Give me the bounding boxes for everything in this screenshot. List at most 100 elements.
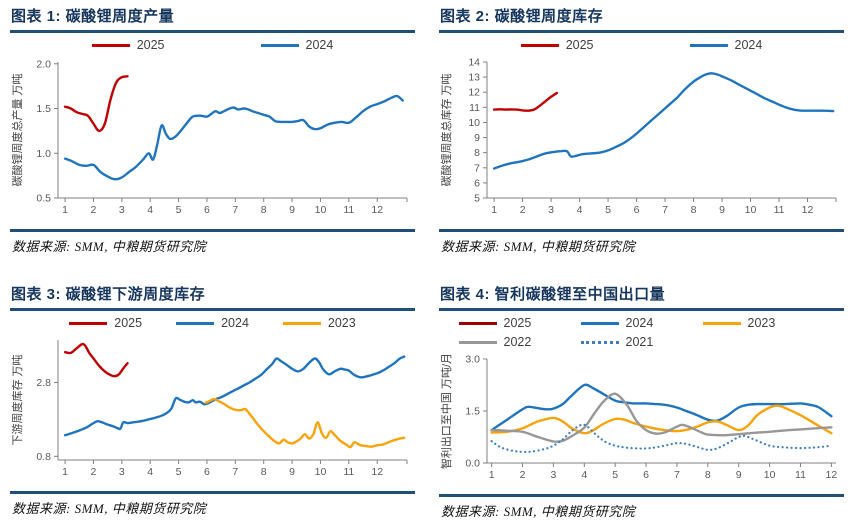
x-tick-label: 5 — [605, 204, 611, 216]
legend-swatch-2023 — [282, 321, 321, 325]
x-tick-label: 6 — [204, 204, 210, 216]
series-line-2024 — [63, 94, 404, 181]
y-tick-label: 1.5 — [465, 406, 480, 418]
chart-title: 图表 2: 碳酸锂周度库存 — [439, 6, 844, 33]
x-tick-label: 7 — [662, 204, 668, 216]
figure-panel-4: 图表 4: 智利碳酸锂至中国出口量 2025 2024 2023 2022 2021 0… — [429, 278, 858, 520]
y-tick-label: 1.5 — [36, 103, 51, 115]
legend-item-2024: 2024 — [260, 38, 334, 52]
chart-title: 图表 4: 智利碳酸锂至中国出口量 — [439, 284, 844, 311]
figure-panel-1: 图表 1: 碳酸锂周度产量 2025 2024 0.5 1.0 1.5 2.0 1 2 3 4 5… — [0, 0, 429, 278]
x-tick-label: 4 — [577, 204, 583, 216]
x-tick-label: 1 — [62, 204, 68, 216]
legend-label: 2022 — [503, 335, 532, 349]
x-tick-label: 5 — [612, 469, 618, 481]
x-tick-label: 12 — [371, 466, 383, 478]
legend-swatch-2022 — [458, 340, 497, 344]
x-tick-label: 8 — [261, 204, 267, 216]
legend-item-2025: 2025 — [458, 316, 581, 330]
x-tick-label: 2 — [91, 466, 97, 478]
y-tick-label: 10 — [468, 117, 480, 129]
figure-panel-3: 图表 3: 碳酸锂下游周度库存 2025 2024 2023 0.8 2.8 1 2 3 4 5… — [0, 278, 429, 518]
y-tick-label: 9 — [474, 132, 480, 144]
x-tick-label: 4 — [147, 204, 153, 216]
legend-item-2023: 2023 — [702, 316, 825, 330]
series-line-2025 — [63, 75, 129, 133]
series-line-2022 — [490, 392, 833, 443]
legend-label: 2021 — [625, 335, 654, 349]
legend-item-2021: 2021 — [580, 335, 703, 349]
legend-label: 2024 — [625, 316, 654, 330]
chart-legend: 2025 2024 — [439, 38, 844, 52]
y-tick-label: 2.0 — [36, 58, 51, 70]
legend-swatch-2023 — [702, 321, 741, 325]
legend-item-2025: 2025 — [91, 38, 165, 52]
x-tick-label: 9 — [289, 466, 295, 478]
y-tick-label: 2.8 — [36, 377, 51, 389]
x-tick-label: 12 — [371, 204, 383, 216]
x-tick-label: 3 — [119, 204, 125, 216]
x-tick-label: 10 — [315, 466, 327, 478]
legend-swatch-2025 — [458, 321, 497, 325]
chart-area: 0.8 2.8 1 2 3 4 5 6 7 8 9 10 11 12 下游周度库存 万吨 — [10, 332, 415, 489]
chart-legend: 2025 2024 2023 2022 2021 — [439, 316, 844, 349]
y-tick-label: 0.5 — [36, 193, 51, 205]
chart-area: 0.5 1.0 1.5 2.0 1 2 3 4 5 6 7 8 9 10 11 12 碳酸锂周度总产量 万吨 — [10, 54, 415, 227]
x-tick-label: 6 — [643, 469, 649, 481]
x-tick-label: 3 — [119, 466, 125, 478]
x-tick-label: 12 — [802, 204, 814, 216]
y-tick-label: 14 — [468, 57, 480, 69]
source-note: 数据来源: SMM, 中粮期货研究院 — [439, 229, 844, 255]
series-line-2025 — [63, 342, 129, 378]
source-note: 数据来源: SMM, 中粮期货研究院 — [10, 491, 415, 517]
x-tick-label: 1 — [491, 204, 497, 216]
legend-item-2023: 2023 — [282, 316, 356, 330]
y-tick-label: 3.0 — [465, 354, 480, 366]
x-tick-label: 11 — [774, 204, 785, 216]
source-note: 数据来源: SMM, 中粮期货研究院 — [439, 494, 844, 520]
legend-swatch-2024 — [689, 43, 728, 47]
x-tick-label: 9 — [289, 204, 295, 216]
series-line-2024 — [63, 355, 406, 437]
y-tick-label: 13 — [468, 72, 480, 84]
x-tick-label: 11 — [795, 469, 806, 481]
chart-legend: 2025 2024 2023 — [10, 316, 415, 330]
x-tick-label: 7 — [232, 204, 238, 216]
y-tick-label: 11 — [469, 102, 480, 114]
source-note: 数据来源: SMM, 中粮期货研究院 — [10, 229, 415, 255]
legend-item-2025: 2025 — [69, 316, 142, 330]
x-tick-label: 12 — [826, 469, 838, 481]
legend-label: 2024 — [305, 38, 334, 52]
x-tick-label: 4 — [147, 466, 153, 478]
legend-swatch-2024 — [176, 321, 215, 325]
series-line-2023 — [204, 397, 406, 449]
legend-label: 2025 — [136, 38, 165, 52]
chart-area: 5 6 7 8 9 10 11 12 13 14 1 2 3 4 5 6 7 8 9 10 11 12 碳酸锂周度总库存 万… — [439, 54, 844, 227]
series-line-2024 — [492, 72, 835, 170]
legend-label: 2025 — [114, 316, 143, 330]
x-tick-label: 11 — [343, 466, 354, 478]
x-tick-label: 5 — [176, 204, 182, 216]
legend-item-2024: 2024 — [176, 316, 249, 330]
y-axis-title: 下游周度库存 万吨 — [10, 354, 24, 445]
x-tick-label: 4 — [581, 469, 587, 481]
legend-swatch-2021 — [580, 340, 619, 344]
y-tick-label: 1.0 — [36, 148, 51, 160]
x-tick-label: 2 — [91, 204, 97, 216]
x-tick-label: 3 — [550, 469, 556, 481]
chart-title: 图表 3: 碳酸锂下游周度库存 — [10, 284, 415, 311]
y-tick-label: 12 — [468, 87, 480, 99]
x-tick-label: 1 — [62, 466, 68, 478]
x-tick-label: 11 — [343, 204, 354, 216]
chart-area: 0.0 1.5 3.0 1 2 3 4 5 6 7 8 9 10 11 12 智利出口至中国 万吨/月 — [439, 351, 844, 492]
series-line-2024 — [490, 383, 833, 432]
y-axis-title: 碳酸锂周度总产量 万吨 — [10, 73, 24, 186]
legend-swatch-2024 — [580, 321, 619, 325]
legend-item-2022: 2022 — [458, 335, 581, 349]
x-tick-label: 9 — [736, 469, 742, 481]
x-tick-label: 2 — [520, 204, 526, 216]
